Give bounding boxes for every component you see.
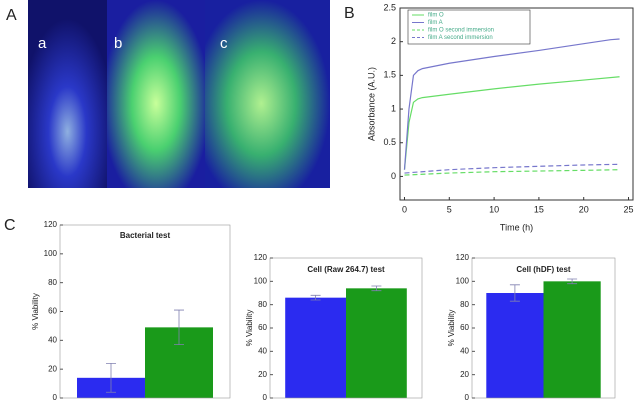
y-tick-label: 0.5 (383, 137, 396, 147)
error-bar (106, 363, 116, 393)
bar (486, 293, 544, 398)
photo (107, 0, 205, 188)
legend-label: film O second immersion (428, 28, 494, 34)
y-tick-label: 60 (460, 323, 469, 332)
y-tick-label: 100 (456, 276, 470, 285)
y-tick-label: 60 (258, 323, 267, 332)
legend-label: film O (428, 13, 444, 19)
x-tick-label: 0 (402, 204, 407, 214)
chart-title: Bacterial test (120, 231, 171, 240)
chart-title: Cell (Raw 264.7) test (307, 265, 385, 274)
panel-label: C (4, 217, 16, 234)
y-tick-label: 80 (258, 300, 267, 309)
chart-title: Cell (hDF) test (516, 265, 571, 274)
bar (285, 297, 346, 398)
x-tick-label: 5 (447, 204, 452, 214)
y-axis-label: % Viability (447, 310, 456, 347)
bar (346, 288, 407, 398)
y-tick-label: 120 (254, 253, 268, 262)
y-tick-label: 2.5 (383, 2, 396, 12)
line-series (403, 38, 620, 170)
photo-label: a (38, 35, 47, 52)
y-axis-label: % Viability (31, 293, 40, 330)
y-tick-label: 0 (391, 171, 396, 181)
x-tick-label: 20 (579, 204, 589, 214)
y-tick-label: 100 (254, 276, 268, 285)
error-bar (371, 285, 382, 292)
panel-label: A (6, 7, 17, 24)
line-series (403, 76, 620, 170)
y-tick-label: 40 (258, 346, 267, 355)
y-tick-label: 20 (48, 364, 57, 373)
y-axis-label: Absorbance (A.U.) (366, 67, 376, 141)
y-axis-label: % Viability (245, 310, 254, 347)
y-tick-label: 80 (48, 278, 57, 287)
photo-label: b (114, 35, 122, 52)
error-bar (310, 294, 321, 301)
y-tick-label: 0 (263, 393, 268, 402)
y-tick-label: 1.5 (383, 70, 396, 80)
line-series (404, 169, 620, 176)
y-tick-label: 60 (48, 307, 57, 316)
error-bar (509, 284, 520, 302)
y-tick-label: 120 (44, 220, 58, 229)
panel-label: B (344, 5, 355, 22)
photo (28, 0, 107, 188)
y-tick-label: 120 (456, 253, 470, 262)
y-tick-label: 40 (460, 346, 469, 355)
y-tick-label: 0 (465, 393, 470, 402)
plot-frame (399, 7, 634, 201)
error-bar (567, 278, 578, 285)
y-tick-label: 20 (460, 370, 469, 379)
y-tick-label: 100 (44, 249, 58, 258)
y-tick-label: 80 (460, 300, 469, 309)
x-tick-label: 15 (534, 204, 544, 214)
x-tick-label: 10 (489, 204, 499, 214)
y-tick-label: 0 (53, 393, 58, 402)
legend-label: film A second immersion (428, 35, 493, 41)
y-tick-label: 20 (258, 370, 267, 379)
y-tick-label: 2 (391, 36, 396, 46)
y-tick-label: 40 (48, 335, 57, 344)
line-series (404, 163, 620, 174)
x-axis-label: Time (h) (500, 222, 533, 232)
x-tick-label: 25 (624, 204, 634, 214)
legend-box (407, 9, 531, 45)
legend-label: film A (428, 20, 443, 26)
bar (543, 281, 601, 398)
photo (205, 0, 330, 188)
photo-label: c (220, 35, 228, 52)
error-bar (174, 309, 184, 346)
y-tick-label: 1 (391, 103, 396, 113)
